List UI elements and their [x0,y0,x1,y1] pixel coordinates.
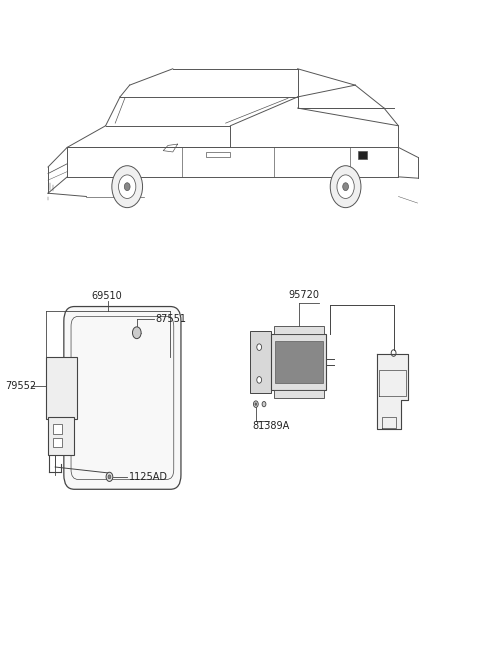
Circle shape [337,175,354,198]
Bar [48,417,74,455]
Text: 79552: 79552 [5,381,36,392]
Circle shape [253,401,258,407]
Text: 1125AD: 1125AD [129,472,168,482]
Circle shape [262,402,266,407]
Circle shape [119,175,136,198]
Circle shape [330,166,361,208]
Bar [53,424,62,434]
Text: 69510: 69510 [91,291,122,301]
Text: 87551: 87551 [155,314,186,324]
Bar [275,341,323,383]
Circle shape [255,403,257,405]
Circle shape [108,475,111,479]
FancyBboxPatch shape [64,307,181,489]
Circle shape [343,183,348,191]
Circle shape [124,183,130,191]
Bar [274,326,324,334]
Bar [274,390,324,398]
Bar [53,438,62,447]
Circle shape [132,327,141,339]
Bar [206,152,230,157]
Circle shape [257,344,262,350]
Bar [358,151,367,159]
Circle shape [106,472,113,481]
Text: 95720: 95720 [288,290,319,300]
Bar [46,357,77,419]
Circle shape [112,166,143,208]
Polygon shape [377,354,408,429]
Bar [250,331,271,393]
Text: 81389A: 81389A [252,421,289,431]
Circle shape [257,377,262,383]
Bar [271,334,326,390]
